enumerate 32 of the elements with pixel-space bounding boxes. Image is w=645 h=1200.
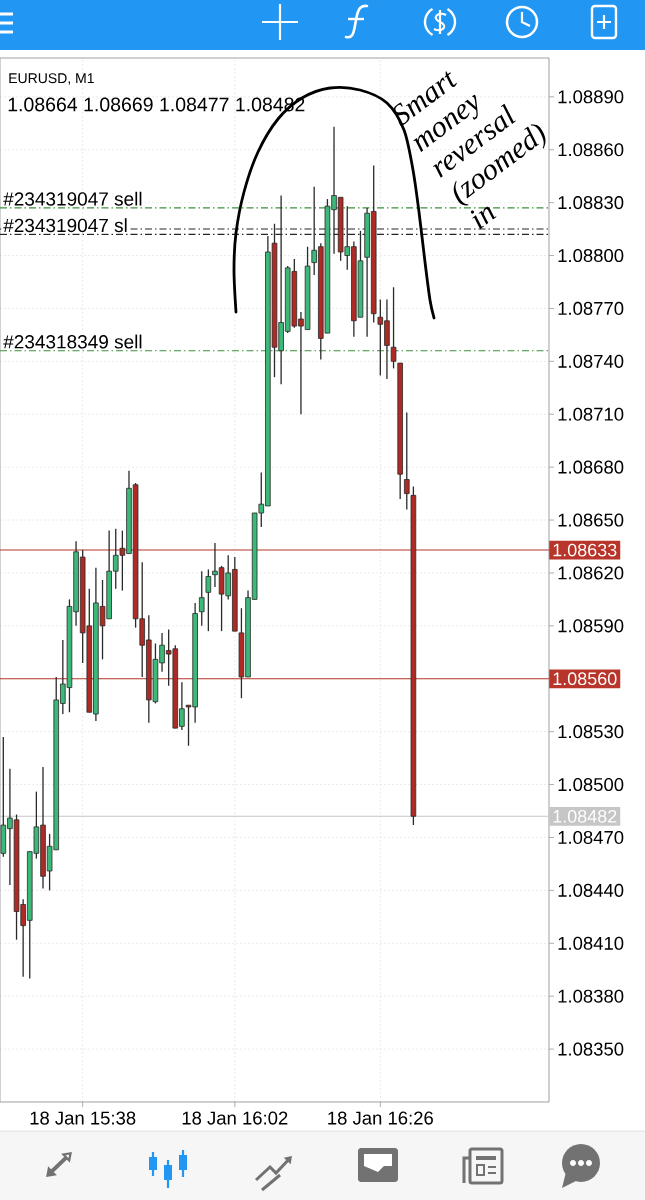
ref-line-label: 1.08560 xyxy=(553,672,617,686)
x-tick-label: 18 Jan 16:26 xyxy=(328,1111,433,1125)
y-tick-label: 1.08830 xyxy=(558,196,624,210)
y-tick-label: 1.08350 xyxy=(558,1042,624,1056)
x-tick-label: 18 Jan 16:02 xyxy=(182,1111,288,1125)
candlestick xyxy=(198,570,205,627)
candlestick xyxy=(390,286,397,370)
y-tick-label: 1.08440 xyxy=(558,883,624,897)
y-tick-label: 1.08650 xyxy=(558,513,624,527)
candlestick xyxy=(404,411,410,511)
y-tick-label: 1.08500 xyxy=(558,778,624,792)
y-tick-label: 1.08590 xyxy=(558,619,624,633)
y-tick-label: 1.08620 xyxy=(558,566,624,580)
text: EURUSD, M1 xyxy=(9,73,94,85)
y-tick-label: 1.08470 xyxy=(558,830,624,845)
ref-line-label: 1.08482 xyxy=(553,809,617,823)
ref-line-label: #234318349 sell xyxy=(3,334,142,349)
y-tick-label: 1.08890 xyxy=(558,90,624,104)
y-tick-label: 1.08530 xyxy=(558,725,624,739)
y-tick-label: 1.08380 xyxy=(558,989,624,1003)
y-tick-label: 1.08770 xyxy=(558,301,624,315)
ref-line-label: #234319047 sell xyxy=(3,191,142,206)
y-tick-label: 1.08410 xyxy=(558,936,624,950)
ref-line-label: 1.08633 xyxy=(553,543,617,557)
y-tick-label: 1.08680 xyxy=(558,460,624,474)
ref-line-label: #234319047 sl xyxy=(3,218,127,233)
y-tick-label: 1.08710 xyxy=(558,407,624,421)
x-tick-label: 18 Jan 15:38 xyxy=(30,1111,136,1125)
y-tick-label: 1.08860 xyxy=(558,143,624,157)
candlestick xyxy=(205,568,212,632)
y-tick-label: 1.08740 xyxy=(558,354,624,368)
y-tick-label: 1.08800 xyxy=(558,248,624,263)
